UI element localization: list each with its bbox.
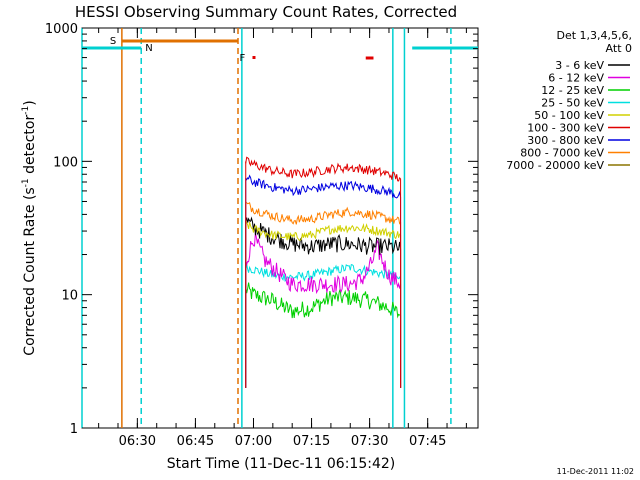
series-layer xyxy=(245,156,402,388)
series-6 xyxy=(245,174,402,388)
series-line-1 xyxy=(245,232,402,295)
series-4 xyxy=(245,219,402,388)
legend-title-line-1: Det 1,3,4,5,6, xyxy=(556,29,632,42)
x-tick-label-1: 06:45 xyxy=(177,434,214,449)
legend-label-6: 300 - 800 keV xyxy=(527,134,604,147)
flag-dot-2 xyxy=(252,56,256,59)
legend-label-2: 12 - 25 keV xyxy=(541,84,604,97)
series-1 xyxy=(245,232,402,388)
y-axis-label: Corrected Count Rate (s-1 detector-1) xyxy=(21,100,38,355)
legend-label-7: 800 - 7000 keV xyxy=(520,147,604,160)
y-axis-label-part-2: detector xyxy=(22,115,38,179)
legend-label-3: 25 - 50 keV xyxy=(541,97,604,110)
series-line-0 xyxy=(245,216,402,255)
x-axis-label: Start Time (11-Dec-11 06:15:42) xyxy=(167,456,395,472)
series-3 xyxy=(245,264,402,388)
annotation-layer: S N F xyxy=(81,28,478,428)
x-tick-label-2: 07:00 xyxy=(235,434,272,449)
legend-label-0: 3 - 6 keV xyxy=(555,59,604,72)
series-line-3 xyxy=(245,264,402,282)
y-axis-label-part-1: Corrected Count Rate (s xyxy=(22,187,38,355)
y-axis-label-sup-1: -1 xyxy=(21,178,31,187)
series-line-5 xyxy=(245,156,401,182)
series-line-2 xyxy=(245,282,401,319)
legend-title-line-2: Att 0 xyxy=(606,42,632,55)
flag-label-S: S xyxy=(110,36,116,47)
timestamp: 11-Dec-2011 11:02 xyxy=(557,467,634,476)
x-tick-label-5: 07:45 xyxy=(409,434,446,449)
y-tick-label-2: 100 xyxy=(53,155,78,170)
series-2 xyxy=(245,282,402,388)
x-tick-label-3: 07:15 xyxy=(293,434,330,449)
chart-title: HESSI Observing Summary Count Rates, Cor… xyxy=(75,3,457,21)
series-line-4 xyxy=(245,219,401,241)
x-tick-label-4: 07:30 xyxy=(351,434,388,449)
y-tick-label-3: 1000 xyxy=(45,22,78,37)
flag-label-N: N xyxy=(145,43,152,54)
y-axis-label-sup-2: -1 xyxy=(21,106,31,115)
axes-layer: 1 10 100 1000 06:30 06:45 07:00 07:15 07:30 07:45 xyxy=(45,22,478,449)
legend-label-4: 50 - 100 keV xyxy=(534,109,604,122)
legend-label-8: 7000 - 20000 keV xyxy=(506,159,604,172)
y-tick-label-1: 10 xyxy=(61,289,78,304)
series-line-6 xyxy=(245,174,402,199)
x-tick-label-0: 06:30 xyxy=(119,434,156,449)
flag-label-F: F xyxy=(239,53,245,64)
y-axis-label-part-3: ) xyxy=(22,100,38,105)
series-line-7 xyxy=(245,201,402,225)
y-tick-label-0: 1 xyxy=(70,422,78,437)
series-5 xyxy=(245,156,402,388)
legend-label-1: 6 - 12 keV xyxy=(548,72,604,85)
legend-label-5: 100 - 300 keV xyxy=(527,122,604,135)
